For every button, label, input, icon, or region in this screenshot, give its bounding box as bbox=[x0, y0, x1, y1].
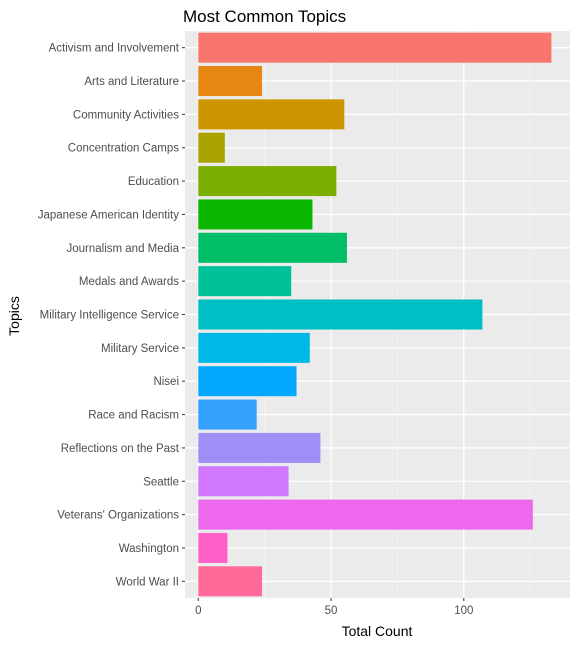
bars bbox=[198, 32, 552, 597]
y-tick-label: Medals and Awards bbox=[79, 276, 179, 288]
bar bbox=[198, 199, 313, 230]
y-tick-label: Japanese American Identity bbox=[38, 209, 180, 221]
bar bbox=[198, 66, 262, 97]
y-tick-label: Journalism and Media bbox=[66, 243, 179, 255]
bar bbox=[198, 32, 552, 63]
bar bbox=[198, 432, 321, 463]
y-tick-label: Seattle bbox=[143, 476, 179, 488]
y-axis-title: Topics bbox=[6, 296, 22, 336]
y-tick-label: Military Intelligence Service bbox=[40, 310, 179, 322]
y-tick-label: Washington bbox=[119, 543, 179, 555]
y-tick-label: Concentration Camps bbox=[68, 143, 179, 155]
bar bbox=[198, 132, 225, 163]
bar bbox=[198, 166, 337, 197]
x-axis-title: Total Count bbox=[342, 623, 413, 639]
x-tick-label: 0 bbox=[195, 605, 201, 617]
y-tick-label: World War II bbox=[116, 576, 179, 588]
bar bbox=[198, 499, 533, 530]
y-tick-label: Community Activities bbox=[73, 109, 179, 121]
y-axis: Activism and Involvement Arts and Literat… bbox=[38, 43, 185, 588]
y-tick-label: Arts and Literature bbox=[84, 76, 179, 88]
x-axis: 0 50 100 bbox=[195, 598, 473, 617]
chart-title: Most Common Topics bbox=[183, 7, 346, 26]
bar bbox=[198, 266, 292, 297]
x-tick-label: 100 bbox=[454, 605, 473, 617]
y-tick-label: Veterans' Organizations bbox=[57, 510, 179, 522]
bar bbox=[198, 99, 345, 130]
y-tick-label: Activism and Involvement bbox=[49, 43, 180, 55]
bar bbox=[198, 232, 347, 263]
y-tick-label: Reflections on the Past bbox=[61, 443, 180, 455]
bar bbox=[198, 299, 483, 330]
y-tick-label: Nisei bbox=[153, 376, 179, 388]
x-tick-label: 50 bbox=[325, 605, 338, 617]
bar bbox=[198, 399, 257, 430]
y-tick-label: Education bbox=[128, 176, 179, 188]
y-tick-label: Race and Racism bbox=[88, 410, 179, 422]
bar bbox=[198, 332, 310, 363]
y-tick-label: Military Service bbox=[101, 343, 179, 355]
bar bbox=[198, 532, 228, 563]
bar bbox=[198, 466, 289, 497]
bar bbox=[198, 366, 297, 397]
bar bbox=[198, 566, 262, 597]
